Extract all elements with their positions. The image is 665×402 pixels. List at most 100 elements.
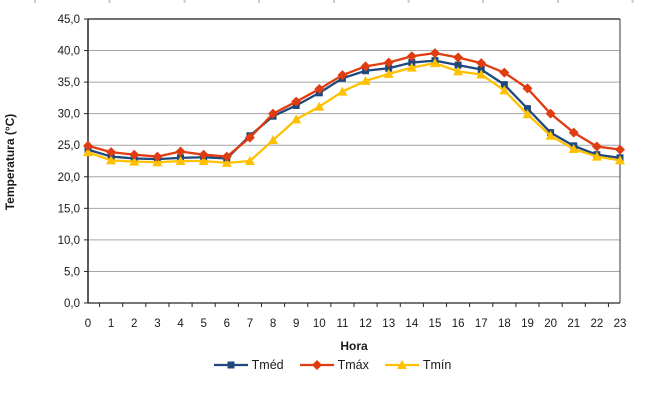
marker-tmin — [175, 156, 186, 165]
marker-tmin — [429, 58, 440, 68]
x-tick-label: 7 — [247, 318, 253, 330]
marker-tmax — [291, 96, 302, 107]
marker-tmax — [360, 61, 371, 72]
marker-tmin — [406, 62, 417, 72]
marker-tmax — [314, 84, 325, 95]
marker-tmin — [129, 156, 140, 166]
marker-tmin — [198, 156, 209, 165]
marker-tmed — [523, 105, 531, 113]
x-tick-label: 10 — [313, 318, 326, 330]
marker-tmin — [591, 151, 602, 161]
marker-tmin — [476, 69, 487, 79]
marker-tmax — [406, 51, 417, 62]
marker-tmed — [408, 59, 416, 67]
marker-tmax — [83, 140, 93, 151]
y-tick-label: 30,0 — [58, 109, 80, 121]
x-tick-label: 6 — [224, 318, 230, 330]
legend-item-tmax: Tmáx — [299, 358, 369, 372]
marker-tmin — [545, 130, 556, 140]
y-axis-title: Temperatura (°C) — [3, 113, 17, 211]
marker-tmed — [500, 81, 508, 89]
x-tick-label: 5 — [200, 318, 206, 330]
marker-tmin — [291, 114, 302, 124]
x-axis-title: Hora — [340, 339, 368, 353]
marker-tmax — [268, 108, 279, 119]
marker-tmed — [477, 65, 485, 73]
marker-tmax — [175, 146, 186, 157]
marker-tmin — [268, 135, 279, 145]
legend-triangle-icon — [384, 360, 419, 369]
x-tick-label: 14 — [405, 318, 418, 330]
marker-tmin — [337, 86, 348, 96]
x-tick-label: 0 — [85, 318, 91, 330]
series-line-tmed — [86, 59, 622, 161]
marker-tmin — [568, 144, 579, 154]
legend-item-tmin: Tmín — [384, 358, 452, 372]
x-tick-label: 20 — [544, 318, 557, 330]
x-tick-label: 19 — [521, 318, 534, 330]
y-tick-label: 5,0 — [64, 266, 80, 278]
marker-tmin — [383, 68, 394, 78]
y-tick-label: 10,0 — [58, 235, 80, 247]
marker-tmin — [499, 85, 510, 95]
legend-label-tmax: Tmáx — [337, 358, 369, 372]
marker-tmax — [615, 144, 625, 155]
marker-tmax — [337, 70, 348, 81]
x-tick-label: 13 — [382, 318, 395, 330]
y-tick-label: 20,0 — [58, 172, 80, 184]
legend-square-icon — [213, 361, 248, 369]
marker-tmax — [221, 151, 232, 162]
y-tick-label: 35,0 — [58, 77, 80, 89]
legend-label-tmed: Tméd — [251, 358, 284, 372]
x-tick-label: 2 — [131, 318, 137, 330]
marker-tmin — [106, 155, 117, 165]
x-tick-label: 15 — [429, 318, 442, 330]
x-tick-label: 22 — [590, 318, 603, 330]
marker-tmax — [499, 67, 510, 78]
marker-tmin — [244, 156, 255, 165]
y-tick-label: 25,0 — [58, 140, 80, 152]
x-tick-label: 11 — [336, 318, 348, 330]
legend-item-tmed: Tméd — [213, 358, 284, 372]
x-tick-label: 1 — [108, 318, 114, 330]
x-tick-label: 21 — [567, 318, 580, 330]
y-tick-label: 40,0 — [58, 46, 80, 58]
y-tick-label: 0,0 — [64, 298, 80, 310]
marker-tmax — [522, 83, 533, 94]
marker-tmax — [383, 57, 394, 68]
marker-tmin — [615, 155, 625, 165]
x-tick-label: 17 — [475, 318, 488, 330]
legend-label-tmin: Tmín — [422, 358, 452, 372]
x-tick-label: 18 — [498, 318, 511, 330]
x-tick-label: 3 — [154, 318, 160, 330]
marker-tmin — [221, 157, 232, 167]
marker-tmin — [152, 157, 163, 167]
legend: Tméd Tmáx Tmín — [0, 358, 665, 372]
y-tick-label: 15,0 — [58, 203, 80, 215]
marker-tmax — [106, 147, 117, 158]
marker-tmin — [522, 109, 533, 119]
marker-tmax — [429, 48, 440, 59]
marker-tmax — [152, 151, 163, 162]
marker-tmed — [385, 64, 393, 72]
x-tick-label: 4 — [177, 318, 184, 330]
marker-tmax — [591, 141, 602, 152]
series-line-tmax — [86, 51, 622, 158]
marker-tmax — [476, 58, 487, 69]
y-tick-label: 45,0 — [58, 14, 80, 26]
marker-tmin — [360, 75, 371, 85]
x-tick-label: 12 — [359, 318, 372, 330]
x-tick-label: 8 — [270, 318, 276, 330]
marker-tmax — [453, 52, 464, 63]
marker-tmin — [83, 147, 93, 157]
x-tick-label: 9 — [293, 318, 299, 330]
marker-tmax — [129, 149, 140, 160]
marker-tmin — [314, 101, 325, 111]
marker-tmed — [454, 61, 462, 69]
marker-tmin — [453, 66, 464, 76]
marker-tmax — [198, 149, 209, 160]
x-tick-label: 23 — [614, 318, 627, 330]
legend-diamond-icon — [299, 360, 334, 370]
